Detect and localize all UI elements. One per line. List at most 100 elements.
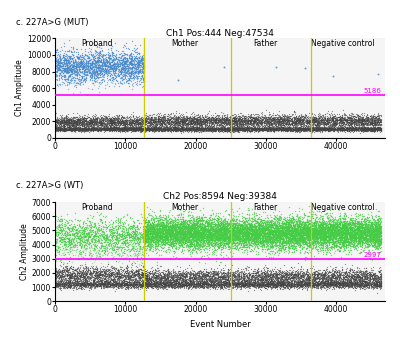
Point: [336, 231, 342, 237]
Point: [368, 223, 374, 228]
Point: [306, 229, 312, 235]
Point: [331, 280, 338, 286]
Point: [285, 221, 292, 227]
Point: [129, 274, 135, 280]
Point: [166, 221, 172, 226]
Point: [278, 228, 284, 234]
Point: [371, 279, 378, 284]
Point: [268, 230, 274, 236]
Point: [245, 228, 251, 234]
Point: [355, 281, 362, 287]
Point: [341, 126, 347, 131]
Point: [174, 127, 180, 132]
Point: [310, 119, 317, 124]
Point: [76, 250, 82, 256]
Point: [329, 114, 336, 119]
Point: [160, 229, 167, 234]
Point: [189, 117, 195, 122]
Point: [266, 127, 273, 132]
Point: [200, 128, 206, 134]
Point: [318, 224, 324, 230]
Point: [225, 242, 232, 248]
Point: [377, 119, 384, 124]
Point: [240, 284, 246, 290]
Point: [323, 221, 330, 226]
Point: [314, 127, 321, 133]
Point: [174, 234, 180, 239]
Point: [152, 283, 159, 288]
Point: [323, 232, 329, 237]
Point: [181, 222, 188, 227]
Point: [160, 120, 167, 126]
Point: [280, 126, 287, 132]
Point: [234, 126, 240, 132]
Point: [324, 244, 330, 249]
Point: [105, 283, 112, 289]
Point: [231, 243, 238, 248]
Point: [140, 271, 146, 276]
Point: [188, 125, 194, 130]
Point: [168, 275, 174, 280]
Point: [122, 270, 129, 276]
Point: [280, 221, 286, 226]
Point: [292, 128, 298, 133]
Point: [356, 237, 362, 243]
Point: [128, 229, 134, 235]
Point: [60, 61, 67, 67]
Point: [156, 274, 162, 280]
Point: [329, 281, 336, 287]
Point: [270, 284, 276, 290]
Point: [350, 236, 357, 242]
Point: [164, 277, 170, 283]
Point: [145, 236, 151, 242]
Point: [134, 127, 140, 132]
Point: [82, 280, 88, 286]
Point: [94, 272, 101, 278]
Point: [136, 274, 143, 280]
Point: [153, 225, 159, 230]
Point: [224, 126, 231, 131]
Point: [128, 282, 134, 287]
Point: [230, 233, 236, 238]
Point: [309, 110, 315, 116]
Point: [328, 126, 335, 132]
Point: [227, 225, 234, 230]
Point: [152, 245, 158, 251]
Point: [345, 227, 351, 233]
Point: [146, 224, 152, 229]
Point: [112, 62, 118, 67]
Point: [131, 122, 138, 128]
Point: [247, 271, 253, 277]
Point: [240, 125, 247, 131]
Point: [234, 118, 241, 124]
Point: [174, 229, 180, 234]
Point: [166, 224, 172, 229]
Point: [310, 233, 317, 239]
Point: [256, 228, 262, 233]
Point: [372, 224, 378, 230]
Point: [88, 56, 94, 62]
Point: [182, 232, 188, 237]
Point: [62, 233, 68, 238]
Point: [199, 282, 206, 287]
Point: [176, 119, 183, 125]
Point: [223, 277, 230, 282]
Point: [148, 279, 154, 284]
Point: [189, 223, 196, 228]
Point: [235, 280, 242, 286]
Point: [326, 128, 333, 133]
Point: [226, 128, 232, 134]
Point: [325, 278, 332, 283]
Point: [203, 284, 210, 289]
Point: [223, 279, 230, 284]
Point: [347, 217, 354, 223]
Point: [195, 126, 201, 131]
Point: [153, 115, 159, 121]
Point: [233, 268, 240, 274]
Point: [145, 126, 151, 131]
Point: [133, 81, 139, 86]
Point: [273, 230, 279, 235]
Point: [354, 228, 360, 233]
Point: [111, 226, 117, 231]
Point: [202, 281, 208, 287]
